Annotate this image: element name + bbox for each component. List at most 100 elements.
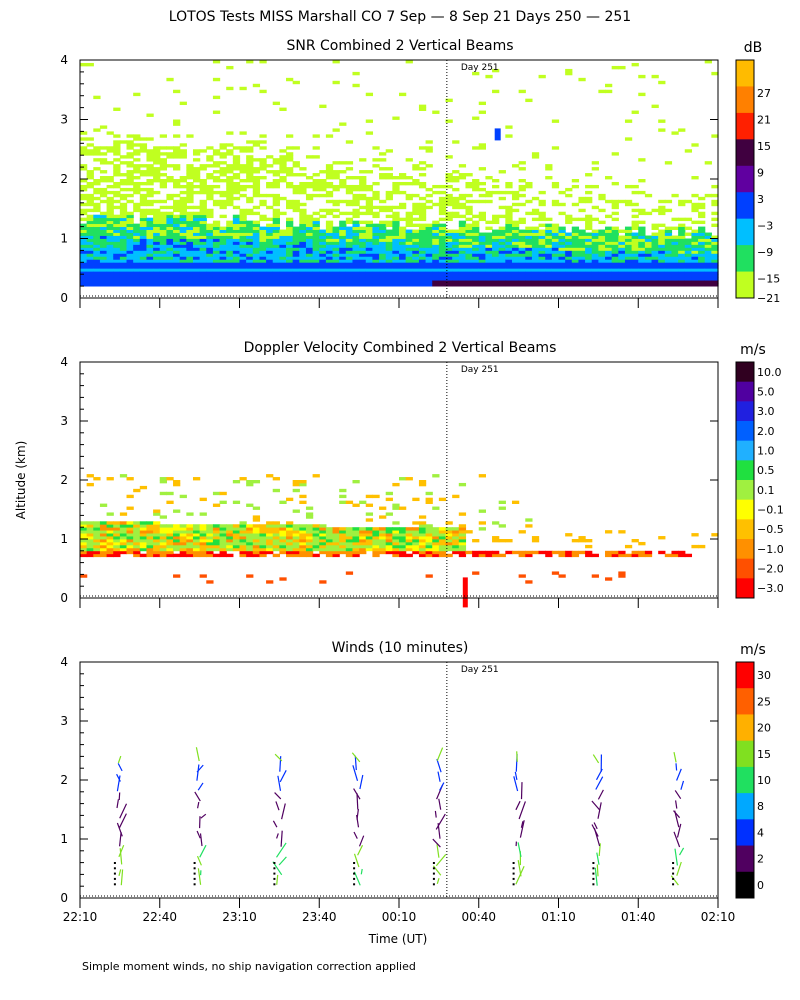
snr-cell: [405, 181, 413, 186]
doppler-cell: [325, 530, 334, 534]
snr-cell: [179, 262, 187, 266]
snr-cell: [365, 199, 374, 204]
doppler-cell: [166, 491, 174, 496]
snr-cell: [166, 220, 174, 225]
doppler-cell: [219, 500, 227, 504]
snr-cell: [644, 211, 653, 216]
snr-cell: [352, 199, 360, 204]
snr-cell: [226, 226, 234, 230]
snr-cell: [239, 179, 247, 183]
doppler-cell: [372, 541, 380, 546]
doppler-cell: [166, 553, 174, 558]
snr-cell: [445, 238, 453, 242]
snr-cell: [638, 256, 646, 260]
doppler-cell: [425, 544, 433, 549]
snr-cell: [99, 193, 108, 198]
snr-cell: [219, 229, 227, 233]
doppler-cell: [186, 544, 194, 549]
wind-point: [113, 867, 116, 870]
snr-cell: [199, 283, 207, 287]
wind-barb: [514, 771, 518, 781]
snr-cell: [173, 217, 181, 222]
doppler-cell: [159, 547, 167, 552]
snr-cell: [432, 250, 440, 254]
snr-cell: [286, 250, 294, 254]
snr-cell: [438, 277, 447, 281]
snr-cell: [86, 244, 94, 248]
doppler-cell: [239, 553, 247, 558]
snr-cell: [206, 274, 214, 278]
snr-cell: [173, 256, 181, 260]
doppler-cell: [525, 580, 533, 584]
doppler-cell: [412, 539, 420, 543]
snr-cell: [179, 256, 187, 260]
snr-cell: [339, 170, 347, 174]
doppler-cell: [246, 541, 254, 546]
snr-cell: [452, 140, 460, 144]
snr-cell: [611, 256, 619, 260]
snr-cell: [286, 220, 294, 225]
snr-cell: [239, 235, 247, 239]
snr-cell: [465, 205, 473, 210]
snr-cell: [252, 238, 261, 242]
snr-cell: [133, 205, 141, 210]
snr-cell: [691, 271, 699, 275]
snr-cell: [691, 193, 699, 198]
snr-cell: [352, 241, 360, 245]
snr-cell: [418, 259, 427, 263]
snr-cell: [299, 280, 307, 284]
snr-cell: [133, 247, 141, 251]
doppler-cell: [173, 541, 181, 546]
doppler-cell: [312, 527, 320, 531]
doppler-cell: [226, 553, 234, 558]
snr-cell: [704, 280, 712, 284]
snr-cell: [385, 274, 393, 278]
snr-cell: [86, 173, 94, 177]
snr-cell: [571, 232, 580, 236]
wind-barb: [118, 844, 125, 858]
snr-cell: [113, 238, 121, 242]
snr-cell: [438, 184, 447, 189]
snr-cell: [186, 238, 194, 242]
snr-cell: [585, 220, 593, 225]
snr-cell: [618, 256, 626, 260]
snr-cell: [259, 146, 267, 150]
snr-cell: [226, 170, 234, 174]
snr-cell: [392, 226, 400, 230]
snr-cell: [325, 223, 334, 228]
doppler-cell: [219, 544, 227, 549]
snr-cell: [226, 164, 234, 168]
doppler-cell: [319, 527, 327, 531]
snr-cell: [206, 235, 214, 239]
doppler-cell: [385, 497, 393, 502]
doppler-cell: [312, 544, 320, 549]
snr-cell: [425, 244, 433, 248]
snr-cell: [558, 247, 566, 251]
snr-cell: [305, 265, 314, 269]
snr-cell: [206, 226, 214, 230]
snr-cell: [345, 167, 354, 171]
snr-cell: [113, 164, 121, 168]
snr-cell: [199, 223, 207, 228]
snr-cell: [292, 268, 300, 272]
snr-cell: [226, 143, 234, 147]
snr-cell: [664, 229, 673, 233]
snr-cell: [465, 277, 473, 281]
snr-cell: [305, 277, 314, 281]
snr-cell: [578, 274, 586, 278]
snr-cell: [279, 271, 287, 275]
snr-cell: [392, 214, 400, 219]
snr-cell: [299, 217, 307, 222]
wind-point: [512, 872, 515, 875]
doppler-cell: [452, 544, 460, 549]
snr-cell: [146, 193, 154, 198]
snr-cell: [359, 196, 367, 201]
snr-cell: [119, 208, 128, 213]
snr-cell: [239, 149, 247, 153]
snr-cell: [571, 238, 580, 242]
snr-cell: [658, 259, 666, 263]
snr-cell: [711, 199, 719, 204]
doppler-cell: [272, 527, 280, 531]
snr-cell: [545, 274, 553, 278]
wind-point: [592, 877, 595, 880]
